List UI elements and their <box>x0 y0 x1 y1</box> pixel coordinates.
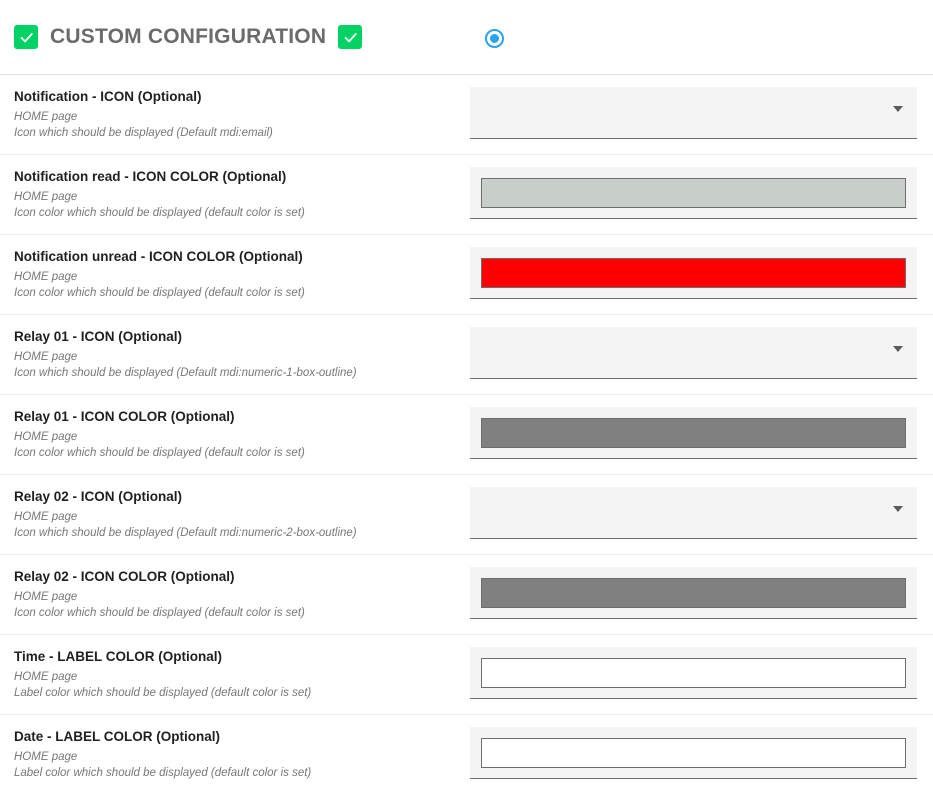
config-row: Notification read - ICON COLOR (Optional… <box>0 155 933 235</box>
config-row: Relay 01 - ICON COLOR (Optional) HOME pag… <box>0 395 933 475</box>
config-row-control <box>470 715 933 779</box>
config-row-title: Relay 01 - ICON (Optional) <box>14 329 183 344</box>
config-row-label-group: Relay 01 - ICON (Optional) HOME page Icon … <box>0 315 470 382</box>
config-row-description: HOME page Label color which should be dis… <box>14 670 454 702</box>
color-swatch[interactable] <box>481 417 906 448</box>
config-row-hint: Icon which should be displayed (Default … <box>14 366 357 379</box>
radio-selected-icon[interactable] <box>480 24 508 52</box>
config-row-hint: Icon which should be displayed (Default … <box>14 126 273 139</box>
color-swatch[interactable] <box>481 577 906 608</box>
config-row: Time - LABEL COLOR (Optional) HOME page La… <box>0 635 933 715</box>
color-picker-field[interactable] <box>470 247 917 299</box>
config-row-page: HOME page <box>14 110 78 123</box>
checkbox-checked-icon-right[interactable] <box>338 25 363 49</box>
config-row-description: HOME page Icon which should be displayed … <box>14 510 454 542</box>
config-row-description: HOME page Icon color which should be disp… <box>14 270 454 302</box>
chevron-down-icon[interactable] <box>893 506 903 512</box>
config-row-title: Notification - ICON (Optional) <box>14 89 202 104</box>
config-row-title: Time - LABEL COLOR (Optional) <box>14 649 222 664</box>
config-row-control <box>470 155 933 219</box>
chevron-down-icon[interactable] <box>893 346 903 352</box>
config-row-label-group: Notification unread - ICON COLOR (Option… <box>0 235 470 302</box>
page-title: CUSTOM CONFIGURATION <box>50 25 327 48</box>
radio-inner-dot <box>489 33 499 43</box>
color-picker-field[interactable] <box>470 407 917 459</box>
config-row-description: HOME page Icon color which should be disp… <box>14 590 454 622</box>
config-row: Date - LABEL COLOR (Optional) HOME page La… <box>0 715 933 795</box>
radio-outer-ring <box>484 28 504 48</box>
config-row-hint: Icon color which should be displayed (de… <box>14 286 305 299</box>
config-row-page: HOME page <box>14 190 78 203</box>
config-row-description: HOME page Icon color which should be disp… <box>14 430 454 462</box>
config-row: Notification unread - ICON COLOR (Option… <box>0 235 933 315</box>
config-row-page: HOME page <box>14 670 78 683</box>
config-row-label-group: Relay 02 - ICON COLOR (Optional) HOME pag… <box>0 555 470 622</box>
config-row-description: HOME page Icon which should be displayed … <box>14 110 454 142</box>
config-row-label-group: Relay 01 - ICON COLOR (Optional) HOME pag… <box>0 395 470 462</box>
icon-select[interactable] <box>470 87 917 139</box>
color-swatch[interactable] <box>481 257 906 288</box>
color-swatch[interactable] <box>481 657 906 688</box>
config-row-title: Notification read - ICON COLOR (Optional… <box>14 169 287 184</box>
color-picker-field[interactable] <box>470 167 917 219</box>
color-picker-field[interactable] <box>470 647 917 699</box>
config-row-title: Relay 02 - ICON COLOR (Optional) <box>14 569 235 584</box>
checkbox-checked-icon-left[interactable] <box>14 25 38 49</box>
config-row-page: HOME page <box>14 350 78 363</box>
config-row: Relay 02 - ICON COLOR (Optional) HOME pag… <box>0 555 933 635</box>
config-row-description: HOME page Label color which should be dis… <box>14 750 454 782</box>
config-row-control <box>470 235 933 299</box>
color-swatch[interactable] <box>481 177 906 208</box>
config-row-title: Relay 01 - ICON COLOR (Optional) <box>14 409 235 424</box>
config-row-control <box>470 555 933 619</box>
config-row-label-group: Date - LABEL COLOR (Optional) HOME page La… <box>0 715 470 782</box>
config-row-label-group: Notification - ICON (Optional) HOME page I… <box>0 75 470 142</box>
config-row-hint: Label color which should be displayed (d… <box>14 686 312 699</box>
config-row-page: HOME page <box>14 510 78 523</box>
config-row-control <box>470 475 933 539</box>
config-row-page: HOME page <box>14 430 78 443</box>
icon-select[interactable] <box>470 327 917 379</box>
icon-select[interactable] <box>470 487 917 539</box>
config-row-hint: Icon color which should be displayed (de… <box>14 606 305 619</box>
color-swatch[interactable] <box>481 737 906 768</box>
panel-header: CUSTOM CONFIGURATION <box>0 0 933 75</box>
config-row-description: HOME page Icon which should be displayed … <box>14 350 454 382</box>
config-row-control <box>470 315 933 379</box>
config-row: Relay 02 - ICON (Optional) HOME page Icon … <box>0 475 933 555</box>
config-row-label-group: Notification read - ICON COLOR (Optional… <box>0 155 470 222</box>
chevron-down-icon[interactable] <box>893 106 903 112</box>
config-row-hint: Icon which should be displayed (Default … <box>14 526 357 539</box>
color-picker-field[interactable] <box>470 727 917 779</box>
config-row-title: Notification unread - ICON COLOR (Option… <box>14 249 303 264</box>
config-row-description: HOME page Icon color which should be disp… <box>14 190 454 222</box>
config-row-control <box>470 635 933 699</box>
config-row-hint: Label color which should be displayed (d… <box>14 766 312 779</box>
config-row-page: HOME page <box>14 750 78 763</box>
config-row-hint: Icon color which should be displayed (de… <box>14 446 305 459</box>
config-row: Notification - ICON (Optional) HOME page I… <box>0 75 933 155</box>
config-row-label-group: Relay 02 - ICON (Optional) HOME page Icon … <box>0 475 470 542</box>
config-row-page: HOME page <box>14 590 78 603</box>
config-row-control <box>470 395 933 459</box>
config-row-label-group: Time - LABEL COLOR (Optional) HOME page La… <box>0 635 470 702</box>
color-picker-field[interactable] <box>470 567 917 619</box>
config-row: Relay 01 - ICON (Optional) HOME page Icon … <box>0 315 933 395</box>
configuration-rows-list: Notification - ICON (Optional) HOME page I… <box>0 75 933 795</box>
config-row-title: Relay 02 - ICON (Optional) <box>14 489 183 504</box>
config-row-title: Date - LABEL COLOR (Optional) <box>14 729 220 744</box>
config-row-control <box>470 75 933 139</box>
config-row-page: HOME page <box>14 270 78 283</box>
config-row-hint: Icon color which should be displayed (de… <box>14 206 305 219</box>
